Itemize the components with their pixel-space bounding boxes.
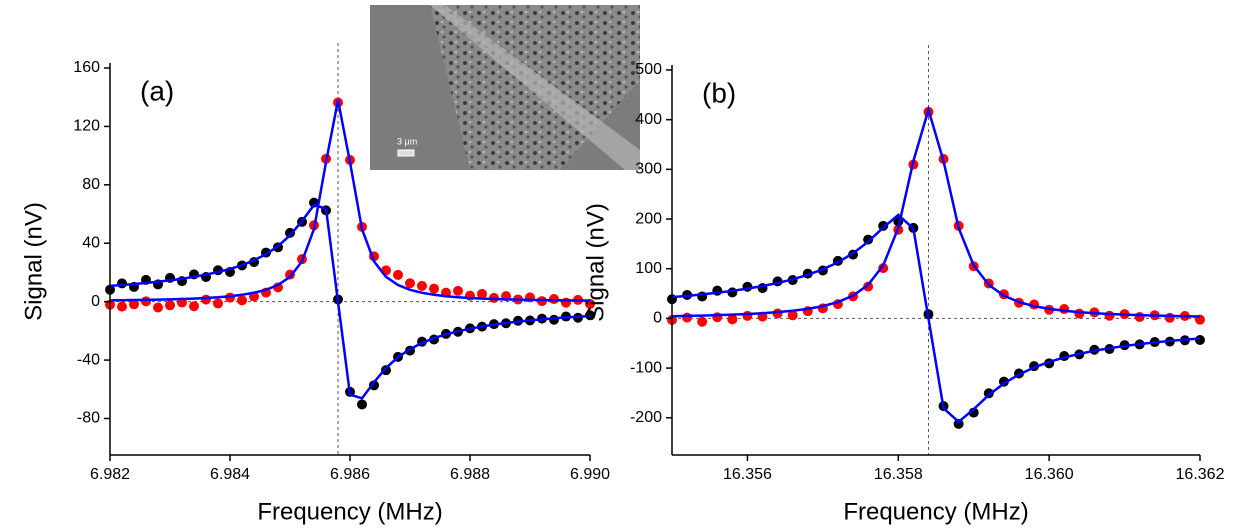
x-tick-label: 6.990 bbox=[570, 466, 610, 483]
fit-line bbox=[109, 99, 591, 302]
data-point bbox=[117, 301, 127, 312]
y-tick-label: 100 bbox=[635, 260, 662, 277]
fit-line bbox=[671, 213, 1201, 424]
y-tick-label: 500 bbox=[635, 61, 662, 78]
y-tick-label: -200 bbox=[630, 409, 662, 426]
data-point bbox=[165, 300, 175, 311]
data-point bbox=[787, 310, 798, 321]
y-axis-title: Signal (nV) bbox=[582, 203, 609, 322]
x-tick-label: 16.362 bbox=[1176, 466, 1225, 483]
y-tick-label: 300 bbox=[635, 161, 662, 178]
data-point bbox=[1059, 304, 1070, 315]
data-point bbox=[417, 280, 427, 291]
data-point bbox=[1104, 310, 1115, 321]
x-tick-label: 6.984 bbox=[210, 466, 250, 483]
data-point bbox=[357, 399, 367, 410]
data-point bbox=[153, 302, 163, 313]
y-tick-label: 40 bbox=[82, 234, 100, 251]
data-point bbox=[129, 299, 139, 310]
y-tick-label: -100 bbox=[630, 359, 662, 376]
data-point bbox=[429, 283, 439, 294]
y-tick-label: 0 bbox=[91, 293, 100, 310]
data-point bbox=[213, 298, 223, 309]
data-point bbox=[1164, 312, 1175, 323]
fit-line bbox=[109, 203, 591, 400]
data-point bbox=[189, 301, 199, 312]
data-point bbox=[117, 278, 127, 289]
y-tick-label: 160 bbox=[73, 59, 100, 76]
data-point bbox=[682, 312, 693, 323]
data-point bbox=[742, 310, 753, 321]
x-tick-label: 6.986 bbox=[330, 466, 370, 483]
data-point bbox=[237, 295, 247, 306]
x-axis-title: Frequency (MHz) bbox=[843, 498, 1028, 525]
data-point bbox=[585, 310, 595, 321]
data-point bbox=[405, 278, 415, 289]
y-tick-label: -40 bbox=[77, 351, 100, 368]
data-point bbox=[477, 288, 487, 299]
data-point bbox=[1134, 311, 1145, 322]
data-point bbox=[863, 234, 874, 245]
x-tick-label: 16.356 bbox=[723, 466, 772, 483]
data-point bbox=[369, 380, 379, 391]
panel-label: (a) bbox=[140, 75, 174, 106]
data-point bbox=[863, 281, 874, 292]
data-point bbox=[727, 314, 738, 325]
x-tick-label: 6.982 bbox=[90, 466, 130, 483]
fit-line bbox=[671, 105, 1201, 318]
data-point bbox=[201, 294, 211, 305]
y-axis-title: Signal (nV) bbox=[20, 202, 47, 321]
x-tick-label: 16.360 bbox=[1025, 466, 1074, 483]
data-point bbox=[393, 269, 403, 280]
data-point bbox=[712, 312, 723, 323]
y-tick-label: 80 bbox=[82, 176, 100, 193]
y-tick-label: 0 bbox=[653, 310, 662, 327]
x-axis-title: Frequency (MHz) bbox=[257, 498, 442, 525]
y-tick-label: 120 bbox=[73, 118, 100, 135]
inset-scale-label: 3 μm bbox=[397, 136, 417, 146]
y-tick-label: 400 bbox=[635, 111, 662, 128]
x-tick-label: 6.988 bbox=[450, 466, 490, 483]
data-point bbox=[285, 227, 295, 238]
data-point bbox=[697, 316, 708, 327]
y-tick-label: -80 bbox=[77, 410, 100, 427]
panel-label: (b) bbox=[702, 77, 736, 108]
y-tick-label: 200 bbox=[635, 210, 662, 227]
inset-image: 3 μm bbox=[370, 5, 640, 170]
data-point bbox=[141, 296, 151, 307]
data-point bbox=[453, 285, 463, 296]
x-tick-label: 16.358 bbox=[874, 466, 923, 483]
